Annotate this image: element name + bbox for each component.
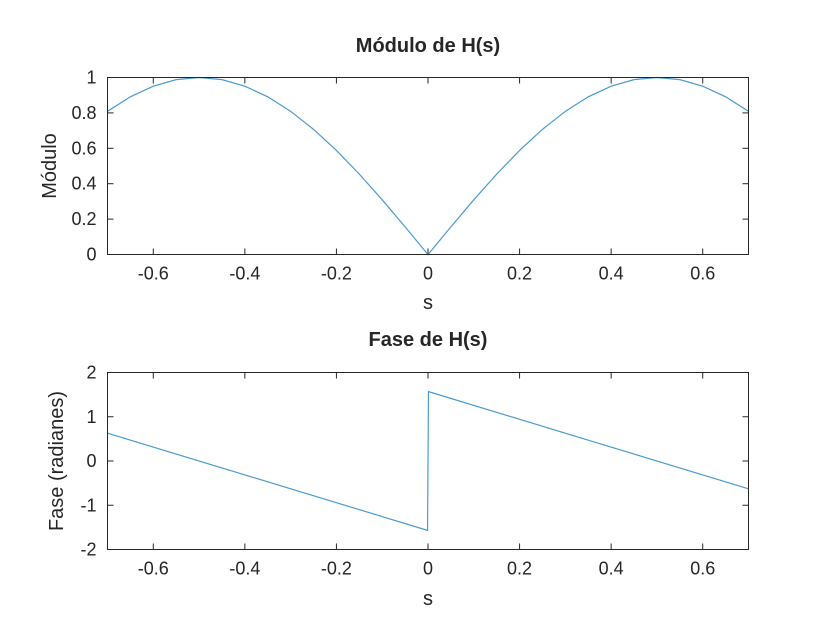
magnitude-ticks: -0.6 -0.4 -0.2 0 0.2 0.4 0.6 0 0.2 0.4 0.6 0.8 1 (71, 68, 749, 284)
phase-ylabel: Fase (radianes) (46, 391, 68, 531)
phase-ytick-label: 0 (86, 451, 96, 471)
magnitude-axes-frame (107, 77, 749, 255)
phase-xtick-label: 0.4 (599, 559, 624, 579)
phase-xtick-label: -0.2 (321, 559, 352, 579)
phase-xtick-label: 0 (423, 559, 433, 579)
magnitude-xtick-label: 0.6 (690, 264, 715, 284)
magnitude-title: Módulo de H(s) (356, 35, 500, 57)
phase-xtick-label: -0.4 (229, 559, 260, 579)
phase-xlabel: s (423, 588, 433, 610)
magnitude-xtick-label: -0.2 (321, 264, 352, 284)
phase-xtick-label: -0.6 (138, 559, 169, 579)
magnitude-line (107, 76, 749, 256)
phase-xtick-label: 0.6 (690, 559, 715, 579)
magnitude-xtick-label: -0.6 (138, 264, 169, 284)
magnitude-xtick-label: 0.4 (599, 264, 624, 284)
magnitude-ylabel: Módulo (39, 133, 61, 199)
magnitude-xlabel: s (423, 292, 433, 314)
magnitude-xtick-label: 0.2 (507, 264, 532, 284)
magnitude-xtick-label: 0 (423, 264, 433, 284)
magnitude-ytick-label: 0.8 (71, 103, 96, 123)
phase-ytick-label: 1 (86, 407, 96, 427)
phase-ticks: -0.6 -0.4 -0.2 0 0.2 0.4 0.6 -2 -1 0 1 2 (80, 363, 749, 579)
magnitude-subplot: Módulo de H(s) Módulo s -0.6 -0.4 -0.2 0 0.2… (39, 35, 749, 314)
magnitude-ytick-label: 0.6 (71, 138, 96, 158)
magnitude-ytick-label: 0 (86, 245, 96, 265)
phase-line (107, 390, 749, 532)
phase-ytick-label: -2 (80, 540, 96, 560)
phase-subplot: Fase de H(s) Fase (radianes) s -0.6 -0.4-… (46, 329, 749, 610)
phase-title: Fase de H(s) (369, 329, 488, 351)
magnitude-xtick-label: -0.4 (229, 264, 260, 284)
magnitude-ytick-label: 0.2 (71, 209, 96, 229)
phase-ytick-label: 2 (86, 363, 96, 383)
phase-xtick-label: 0.2 (507, 559, 532, 579)
phase-axes-frame (107, 372, 749, 550)
magnitude-ytick-label: 1 (86, 68, 96, 88)
magnitude-ytick-label: 0.4 (71, 174, 96, 194)
phase-ytick-label: -1 (80, 495, 96, 515)
